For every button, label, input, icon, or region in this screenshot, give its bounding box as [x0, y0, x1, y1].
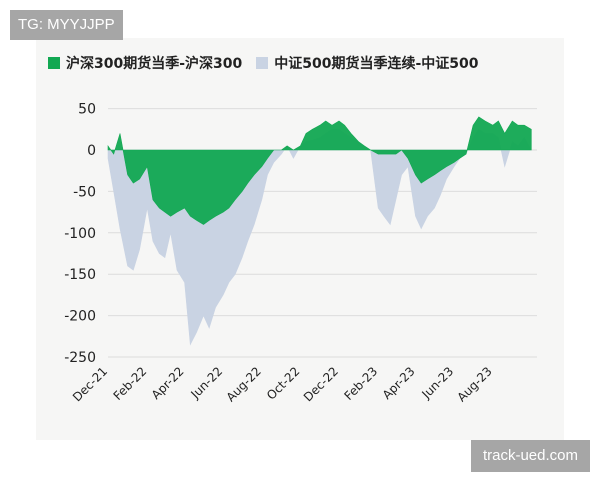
- x-tick-label: Dec-22: [301, 364, 341, 404]
- y-tick-label: -50: [73, 184, 96, 200]
- y-tick-label: -200: [64, 309, 96, 325]
- x-tick-label: Feb-22: [111, 364, 150, 403]
- x-tick-label: Apr-22: [149, 364, 187, 402]
- x-tick-label: Dec-21: [70, 364, 110, 404]
- y-tick-label: -150: [64, 267, 96, 283]
- y-tick-label: 50: [78, 102, 96, 118]
- chart-legend: 沪深300期货当季-沪深300 中证500期货当季连续-中证500: [48, 52, 493, 74]
- y-tick-label: -250: [64, 350, 96, 366]
- legend-item-csi300: 沪深300期货当季-沪深300: [48, 53, 242, 73]
- x-tick-label: Aug-23: [455, 364, 495, 404]
- y-tick-label: -100: [64, 226, 96, 242]
- legend-label-csi300: 沪深300期货当季-沪深300: [66, 56, 243, 72]
- x-tick-label: Oct-22: [264, 364, 302, 402]
- area-series-csi300: [107, 116, 532, 225]
- watermark-bottom-right: track-ued.com: [470, 440, 590, 472]
- legend-item-csi500: 中证500期货当季连续-中证500: [256, 53, 479, 73]
- legend-swatch-csi300: [48, 57, 60, 69]
- x-tick-label: Jun-22: [188, 364, 226, 402]
- x-tick-label: Feb-23: [342, 364, 381, 403]
- watermark-top-left: TG: MYYJJPP: [10, 10, 123, 40]
- x-tick-label: Aug-22: [224, 364, 264, 404]
- x-tick-label: Apr-23: [380, 364, 418, 402]
- legend-swatch-csi500: [256, 57, 269, 69]
- legend-label-csi500: 中证500期货当季连续-中证500: [274, 56, 479, 72]
- y-tick-label: 0: [87, 143, 96, 159]
- x-tick-label: Jun-23: [419, 364, 457, 402]
